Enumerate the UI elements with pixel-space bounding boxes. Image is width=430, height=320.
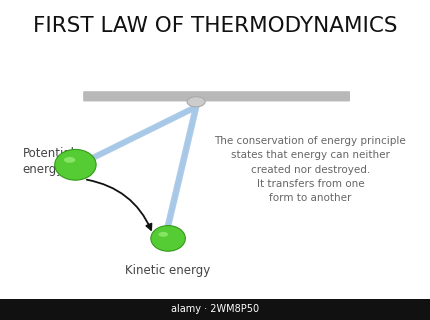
Text: alamy · 2WM8P50: alamy · 2WM8P50 [171,304,259,315]
FancyBboxPatch shape [83,91,349,101]
Circle shape [55,149,96,180]
Text: Kinetic energy: Kinetic energy [125,264,210,277]
Ellipse shape [187,97,205,107]
Bar [0,299,430,320]
Text: Potential
energy: Potential energy [22,147,74,176]
Ellipse shape [64,157,75,163]
Circle shape [150,226,185,251]
Ellipse shape [158,232,168,237]
Text: The conservation of energy principle
states that energy can neither
created nor : The conservation of energy principle sta… [214,136,405,204]
Text: FIRST LAW OF THERMODYNAMICS: FIRST LAW OF THERMODYNAMICS [33,16,397,36]
